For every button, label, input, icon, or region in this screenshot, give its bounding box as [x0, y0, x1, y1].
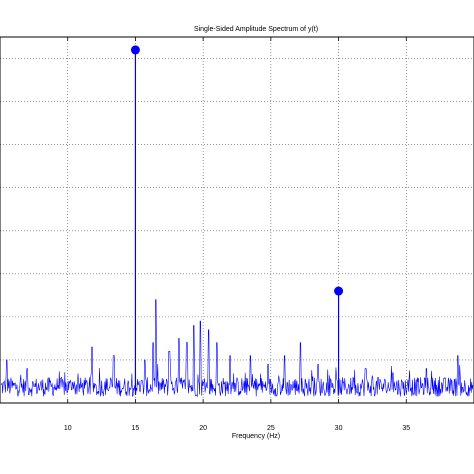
- x-axis-label: Frequency (Hz): [232, 433, 280, 440]
- x-tick-label-2: 20: [199, 425, 207, 432]
- x-tick-label-3: 25: [267, 425, 275, 432]
- spectrum-series: [0, 299, 474, 398]
- peak-markers: [130, 45, 344, 395]
- peak-marker-1: [334, 286, 344, 296]
- x-tick-label-1: 15: [132, 425, 140, 432]
- x-tick-label-0: 10: [64, 425, 72, 432]
- x-tick-label-5: 35: [402, 425, 410, 432]
- x-axis-ticks: 10 15 20 25 30 35: [64, 37, 410, 432]
- x-tick-label-4: 30: [335, 425, 343, 432]
- spectrum-line: [0, 299, 474, 398]
- peak-marker-0: [130, 45, 140, 55]
- plot-area-frame: [0, 36, 474, 404]
- grid-lines: [0, 37, 474, 403]
- chart-title: Single-Sided Amplitude Spectrum of y(t): [194, 26, 318, 33]
